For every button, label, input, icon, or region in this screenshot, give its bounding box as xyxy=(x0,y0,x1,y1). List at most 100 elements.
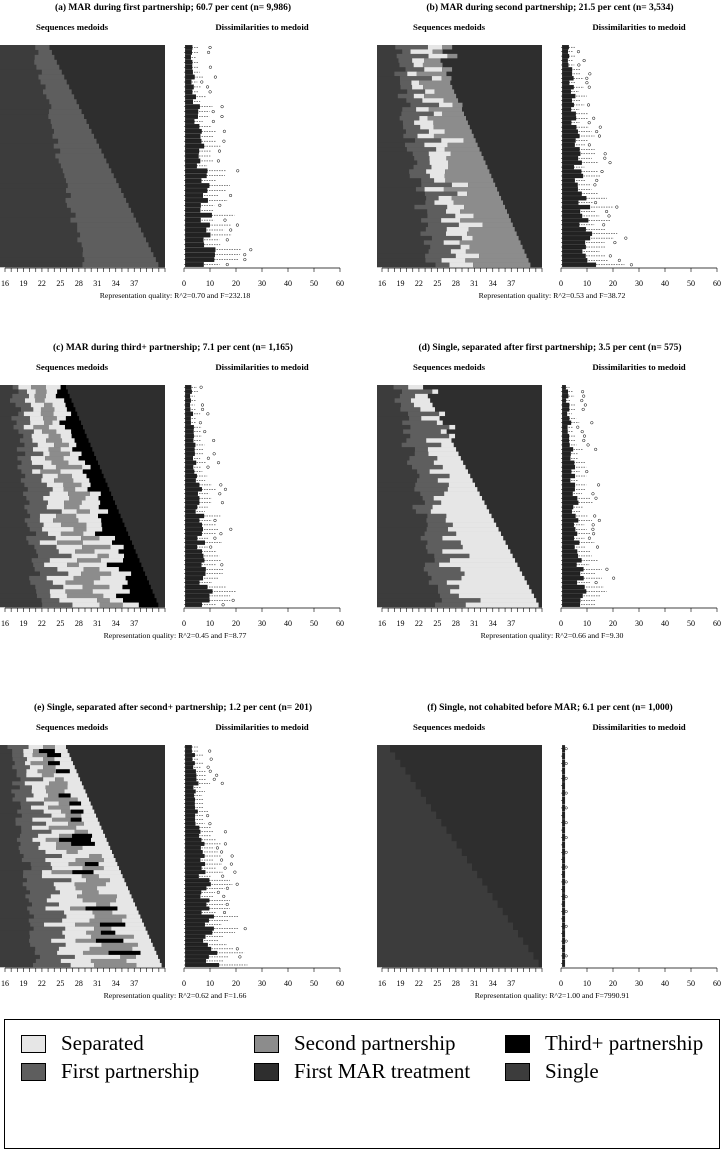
age-tick-label: 22 xyxy=(415,279,423,288)
sequence-segment xyxy=(0,416,12,421)
sequence-segment xyxy=(129,890,165,895)
sequence-segment xyxy=(129,589,153,594)
sequence-segment xyxy=(377,80,401,86)
sequence-segment xyxy=(49,589,66,594)
sequence-segment xyxy=(377,535,421,541)
dissimilarity-tick-label: 10 xyxy=(583,619,591,628)
sequence-segment xyxy=(117,906,137,911)
sequence-segment xyxy=(439,102,453,108)
box xyxy=(562,945,566,952)
sequence-segment xyxy=(60,469,83,475)
box xyxy=(185,447,195,452)
sequence-segment xyxy=(141,562,165,568)
sequence-segment xyxy=(0,841,21,847)
sequence-segment xyxy=(52,420,60,426)
dissimilarity-tick-label: 30 xyxy=(635,279,643,288)
outlier xyxy=(212,438,216,443)
sequence-segment xyxy=(159,958,165,964)
box xyxy=(185,866,202,871)
sequence-segment xyxy=(429,160,449,166)
dissimilarity-plot xyxy=(561,385,616,607)
sequence-segment xyxy=(156,950,165,956)
sequence-segment xyxy=(377,433,411,439)
sequence-segment xyxy=(394,398,411,404)
sequence-segment xyxy=(81,451,95,457)
age-tick-label: 37 xyxy=(130,619,138,628)
sequence-segment xyxy=(377,200,426,206)
box xyxy=(562,922,566,930)
sequence-segment xyxy=(99,535,116,541)
sequence-segment xyxy=(16,420,31,426)
sequence-segment xyxy=(434,200,454,206)
sequence-segment xyxy=(25,761,31,766)
sequence-segment xyxy=(71,411,78,417)
sequence-segment xyxy=(137,553,165,559)
outlier xyxy=(243,927,247,931)
sequence-segment xyxy=(0,402,16,408)
box xyxy=(185,540,206,545)
box xyxy=(562,575,584,581)
sequence-segment xyxy=(0,420,17,426)
sequence-segment xyxy=(400,759,542,768)
age-tick-label: 34 xyxy=(489,619,497,628)
sequence-segment xyxy=(377,819,442,827)
sequence-segment xyxy=(377,907,503,916)
outlier xyxy=(581,407,585,411)
sequence-segment xyxy=(56,769,70,774)
box xyxy=(185,850,203,854)
box xyxy=(562,98,572,103)
sequence-segment xyxy=(153,252,165,258)
sequence-segment xyxy=(482,878,542,886)
sequence-segment xyxy=(425,200,435,206)
sequence-segment xyxy=(377,102,411,108)
sequence-segment xyxy=(417,133,434,139)
sequence-segment xyxy=(529,584,542,590)
sequence-segment xyxy=(0,49,39,56)
sequence-segment xyxy=(20,805,31,810)
sequence-segment xyxy=(49,558,78,563)
sequence-segment xyxy=(12,393,29,399)
box xyxy=(562,433,570,439)
sequence-segment xyxy=(0,84,46,90)
sequence-segment xyxy=(25,894,51,899)
outlier xyxy=(213,518,217,522)
box xyxy=(185,589,213,594)
box xyxy=(562,760,566,767)
age-tick-label: 22 xyxy=(38,979,46,988)
sequence-segment xyxy=(42,870,52,875)
outlier xyxy=(231,598,235,602)
sequence-segment xyxy=(32,469,41,475)
sequence-segment xyxy=(49,451,70,457)
outlier xyxy=(597,518,601,522)
box xyxy=(185,841,205,846)
sequence-segment xyxy=(0,946,36,952)
sequence-segment xyxy=(441,598,481,603)
sequence-segment xyxy=(81,500,101,506)
box xyxy=(185,958,207,963)
outlier xyxy=(595,130,599,134)
sequence-segment xyxy=(150,584,165,590)
outlier xyxy=(593,514,597,518)
sequence-segment xyxy=(82,262,159,268)
age-tick-label: 25 xyxy=(56,279,64,288)
sequence-segment xyxy=(377,518,427,523)
sequence-segment xyxy=(18,845,39,851)
box xyxy=(562,124,577,130)
sequence-segment xyxy=(437,456,461,461)
sequence-segment xyxy=(460,218,511,223)
age-tick-label: 16 xyxy=(1,619,9,628)
outlier xyxy=(206,465,210,469)
sequence-segment xyxy=(116,593,155,599)
box xyxy=(185,411,194,417)
sequence-segment xyxy=(377,549,428,555)
sequence-segment xyxy=(118,183,165,189)
sequence-segment xyxy=(99,143,165,149)
sequence-segment xyxy=(112,849,165,855)
sequence-segment xyxy=(456,841,542,849)
sequence-segment xyxy=(42,527,74,532)
age-tick-label: 16 xyxy=(1,279,9,288)
sequence-segment xyxy=(37,442,55,448)
sequence-segment xyxy=(78,773,165,778)
sequence-segment xyxy=(43,801,59,806)
